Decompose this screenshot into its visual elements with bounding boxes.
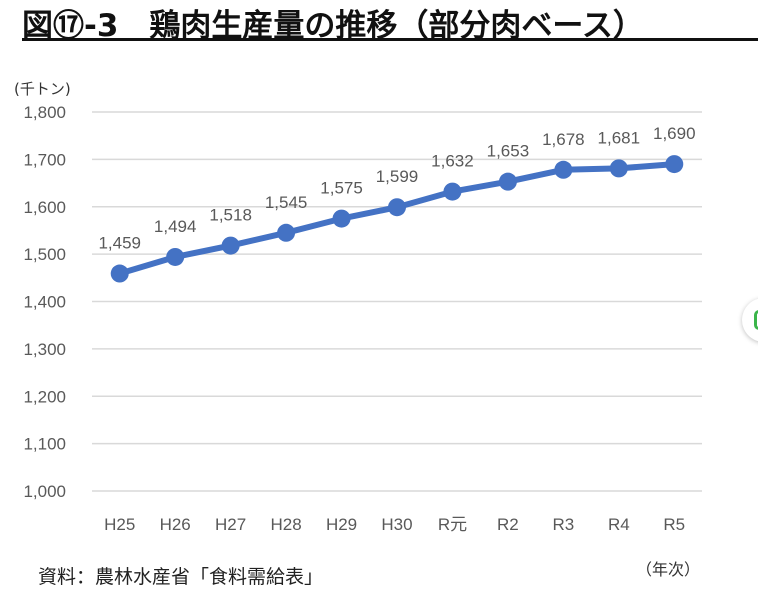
y-tick-label: 1,400 — [23, 293, 66, 312]
y-tick-label: 1,800 — [23, 103, 66, 122]
data-label: 1,632 — [431, 152, 474, 171]
y-tick-label: 1,600 — [23, 198, 66, 217]
data-point — [277, 223, 296, 242]
y-tick-label: 1,700 — [23, 150, 66, 169]
data-point — [388, 198, 406, 217]
data-label: 1,459 — [98, 234, 141, 253]
x-tick-label: H28 — [270, 515, 301, 534]
x-tick-label: R元 — [438, 515, 467, 534]
x-tick-label: H27 — [215, 515, 246, 534]
x-tick-label: H25 — [104, 515, 135, 534]
data-label: 1,690 — [653, 124, 696, 143]
x-tick-label: H29 — [326, 515, 357, 534]
x-tick-label: H26 — [160, 515, 191, 534]
data-point — [609, 159, 628, 178]
data-label: 1,545 — [265, 193, 308, 212]
data-label: 1,494 — [154, 217, 197, 236]
leaf-icon — [754, 310, 758, 330]
data-label: 1,575 — [320, 179, 363, 198]
data-label: 1,653 — [487, 142, 530, 161]
data-point — [665, 155, 684, 174]
data-label: 1,518 — [209, 206, 252, 225]
x-tick-label: R3 — [552, 515, 574, 534]
y-tick-label: 1,500 — [23, 245, 66, 264]
y-tick-label: 1,100 — [23, 435, 66, 454]
data-label: 1,599 — [376, 167, 419, 186]
x-axis-unit: （年次） — [636, 560, 701, 579]
x-tick-label: H30 — [381, 515, 412, 534]
data-point — [498, 172, 517, 191]
data-point — [443, 182, 462, 201]
source-note: 資料：農林水産省「食料需給表」 — [38, 566, 324, 588]
y-tick-label: 1,000 — [23, 482, 66, 501]
floating-action-button[interactable] — [742, 298, 758, 342]
x-tick-label: R4 — [608, 515, 630, 534]
data-point — [110, 264, 129, 283]
data-point — [221, 236, 240, 255]
data-label: 1,678 — [542, 130, 585, 149]
y-tick-label: 1,300 — [23, 340, 66, 359]
x-tick-label: R2 — [497, 515, 519, 534]
title-underline — [22, 38, 758, 41]
data-point — [332, 209, 351, 228]
y-tick-label: 1,200 — [23, 387, 66, 406]
data-label: 1,681 — [598, 128, 641, 147]
x-tick-label: R5 — [663, 515, 685, 534]
data-point — [166, 247, 185, 266]
y-axis-unit: (千トン) — [14, 80, 71, 98]
data-point — [554, 160, 573, 179]
